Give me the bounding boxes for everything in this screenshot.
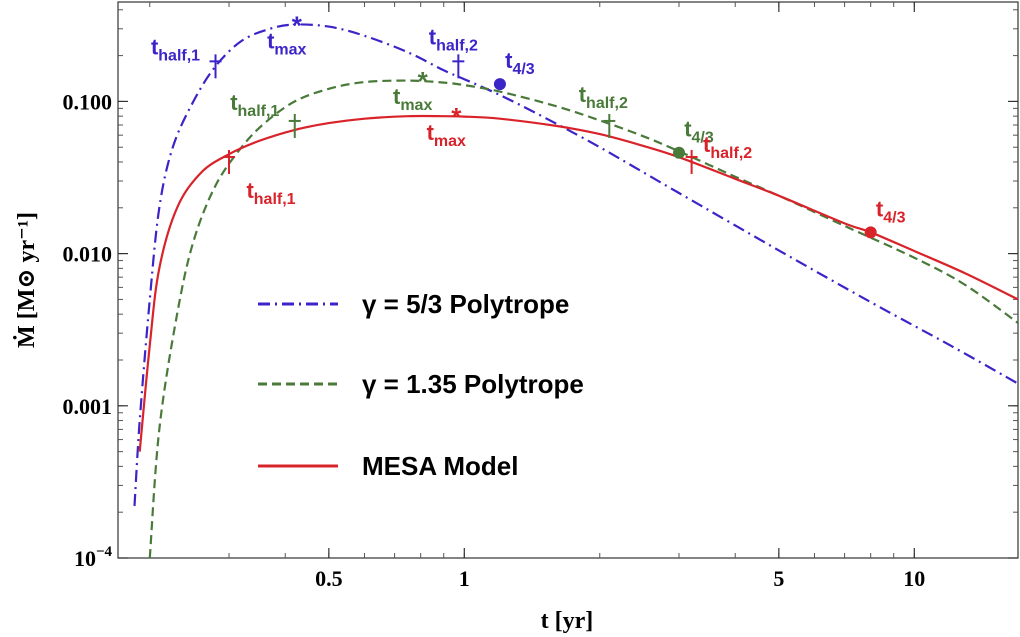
y-tick-label: 10−4 <box>74 544 113 571</box>
y-tick-label: 0.100 <box>63 89 113 114</box>
annotation-label: thalf,1 <box>230 90 279 120</box>
marker-dot <box>864 226 877 239</box>
series-line-2 <box>138 114 1018 452</box>
y-tick-label: 0.001 <box>63 394 113 419</box>
x-tick-label: 0.5 <box>315 566 343 591</box>
marker-dot <box>493 78 506 91</box>
annotation-label: thalf,1 <box>246 178 295 208</box>
annotation-label: tmax <box>267 29 306 59</box>
marker-star: * <box>292 11 303 41</box>
annotation-label: thalf,1 <box>151 34 200 64</box>
plot-frame <box>117 1 1019 559</box>
annotation-label: thalf,2 <box>703 132 752 162</box>
annotation-label: t4/3 <box>876 196 906 226</box>
y-axis-label: Ṁ [M⊙ yr⁻¹] <box>14 212 40 348</box>
legend: γ = 5/3 Polytrope γ = 1.35 Polytrope MESA … <box>258 289 584 481</box>
axis-ticks: 0.5 1 5 10 10−4 0.001 0.010 0.100 <box>63 2 1018 591</box>
annotation-label: t4/3 <box>505 48 535 78</box>
series-lines <box>133 23 1018 558</box>
x-tick-label: 5 <box>773 566 784 591</box>
series-line-1 <box>148 79 1018 558</box>
series-line-0 <box>133 23 1018 506</box>
y-tick-label: 0.010 <box>63 242 113 267</box>
marker-star: * <box>451 102 462 132</box>
legend-label-1: γ = 1.35 Polytrope <box>362 369 584 399</box>
annotation-label: tmax <box>427 120 466 150</box>
annotation-label: thalf,2 <box>579 82 628 112</box>
legend-label-0: γ = 5/3 Polytrope <box>362 289 569 319</box>
marker-dot <box>673 146 686 159</box>
annotation-label: tmax <box>393 84 432 114</box>
annotation-label: thalf,2 <box>429 24 478 54</box>
plot-border <box>117 1 1019 559</box>
marker-star: * <box>418 66 429 96</box>
x-axis-label: t [yr] <box>541 608 594 634</box>
x-tick-label: 10 <box>903 566 925 591</box>
annotation-label: t4/3 <box>684 117 714 147</box>
legend-label-2: MESA Model <box>362 451 518 481</box>
x-tick-label: 1 <box>459 566 470 591</box>
